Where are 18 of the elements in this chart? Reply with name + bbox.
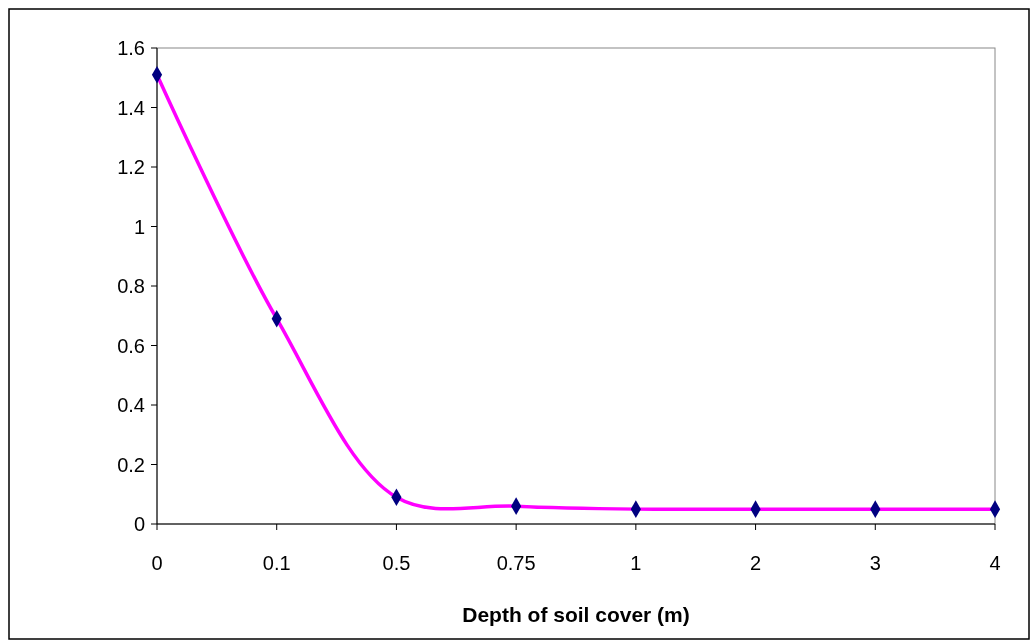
y-tick-label: 1.4: [117, 96, 145, 119]
x-tick-label: 3: [869, 552, 881, 574]
x-tick-label: 0.75: [496, 552, 536, 574]
y-tick-label: 0.8: [117, 275, 145, 297]
x-tick-label: 0.1: [262, 552, 291, 574]
x-axis-title: Depth of soil cover (m): [462, 603, 690, 626]
y-tick-label: 1.2: [117, 156, 145, 178]
y-tick-label: 0.6: [117, 334, 145, 357]
x-tick-label: 1: [630, 552, 642, 574]
x-tick-label: 0: [151, 552, 163, 574]
y-tick-label: 0.2: [117, 453, 145, 476]
x-tick-label: 4: [989, 552, 1001, 574]
x-tick-label: 2: [750, 552, 762, 574]
y-tick-label: 0: [133, 513, 145, 535]
x-tick-label: 0.5: [382, 552, 411, 574]
y-tick-label: 1: [133, 215, 145, 238]
y-tick-label: 0.4: [117, 394, 145, 416]
y-tick-label: 1.6: [117, 37, 145, 59]
